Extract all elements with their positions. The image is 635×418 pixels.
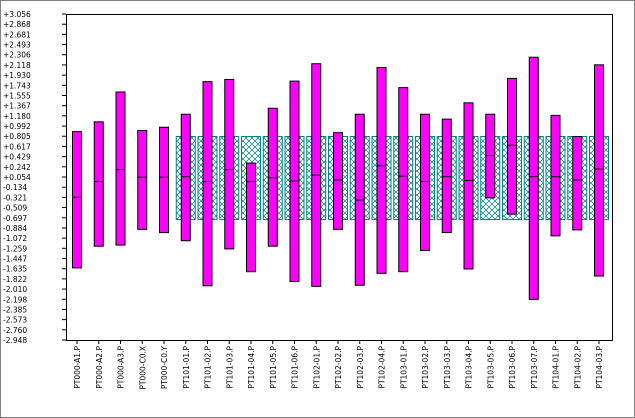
- x-axis: PT000-A1.P PT000-A2.P PT000-A3.P PT000-C0.X…: [73, 340, 604, 390]
- range-bar: [246, 162, 256, 273]
- x-tick-label: PT103-04.P: [465, 346, 474, 389]
- y-tick-label: +1.367: [3, 102, 31, 111]
- y-tick-label: -1.822: [3, 275, 27, 284]
- y-tick-label: +2.493: [3, 41, 31, 50]
- range-bar: [137, 130, 148, 230]
- y-tick-label: +0.992: [3, 122, 31, 131]
- range-bar: [159, 126, 169, 234]
- x-tick-label: PT104-02.P: [573, 346, 582, 389]
- y-tick-label: -1.635: [3, 265, 27, 274]
- range-bar: [180, 113, 191, 242]
- y-tick-label: -1.447: [3, 255, 27, 264]
- x-tick-label: PT102-02.P: [334, 346, 343, 389]
- x-tick-label: PT103-03.P: [443, 346, 452, 389]
- x-tick-label: PT000-A3.P: [117, 346, 126, 389]
- range-bar: [202, 81, 213, 287]
- y-tick-label: -2.010: [3, 285, 27, 294]
- y-tick-label: +1.930: [3, 71, 31, 80]
- x-tick-label: PT101-05.P: [269, 346, 278, 389]
- x-tick-label: PT000-A1.P: [73, 346, 82, 389]
- y-axis: +3.056+2.868+2.681 +2.493+2.306+2.118+1.9…: [3, 10, 66, 345]
- y-tick-label: -2.573: [3, 316, 27, 325]
- range-bar: [267, 107, 278, 247]
- y-tick-label: -2.198: [3, 295, 27, 304]
- range-bar: [420, 113, 430, 252]
- x-tick-label: PT103-06.P: [508, 346, 517, 389]
- x-tick-label: PT102-03.P: [356, 346, 365, 389]
- y-tick-label: +2.681: [3, 30, 31, 39]
- y-tick-label: -2.760: [3, 326, 27, 335]
- x-tick-label: PT000-A2.P: [95, 346, 104, 389]
- x-tick-label: PT000-C0.Y: [160, 346, 169, 390]
- y-tick-label: -0.134: [3, 183, 27, 192]
- x-tick-label: PT000-C0.X: [138, 346, 147, 390]
- range-bar: [115, 91, 126, 246]
- x-tick-label: PT101-03.P: [225, 346, 234, 389]
- range-bar: [594, 64, 604, 277]
- x-tick-label: PT104-01.P: [552, 346, 561, 389]
- x-tick-label: PT103-01.P: [399, 346, 408, 389]
- y-tick-label: +0.054: [3, 173, 31, 182]
- range-bar: [550, 114, 561, 237]
- y-tick-label: +2.868: [3, 20, 31, 29]
- range-bar: [72, 131, 82, 269]
- range-bar: [333, 132, 343, 230]
- y-tick-label: -2.385: [3, 305, 27, 314]
- range-bar: [507, 77, 517, 215]
- range-bar: [398, 87, 409, 273]
- range-bars: [72, 56, 604, 300]
- x-tick-label: PT101-04.P: [247, 346, 256, 389]
- x-tick-label: PT102-04.P: [378, 346, 387, 389]
- y-tick-label: +3.056: [3, 10, 31, 19]
- range-bar: [485, 113, 496, 199]
- y-tick-label: -0.509: [3, 204, 27, 213]
- y-tick-label: +1.555: [3, 92, 31, 101]
- x-tick-label: PT104-03.P: [595, 346, 604, 389]
- y-tick-label: -2.948: [3, 336, 27, 345]
- y-tick-label: +1.743: [3, 81, 31, 90]
- range-bar: [224, 78, 235, 250]
- x-tick-label: PT103-07.P: [530, 346, 539, 389]
- range-bar: [441, 118, 452, 234]
- range-bar: [93, 121, 104, 247]
- x-tick-label: PT101-01.P: [182, 346, 191, 389]
- y-tick-label: -0.697: [3, 214, 27, 223]
- x-tick-label: PT102-01.P: [312, 346, 321, 389]
- y-tick-label: -0.321: [3, 193, 27, 202]
- y-tick-label: +2.306: [3, 51, 31, 60]
- range-bar: [376, 67, 387, 274]
- x-tick-label: PT103-02.P: [421, 346, 430, 389]
- y-tick-label: +2.118: [3, 61, 31, 70]
- y-tick-label: -1.259: [3, 244, 27, 253]
- y-tick-label: -0.884: [3, 224, 27, 233]
- y-tick-label: +0.617: [3, 142, 31, 151]
- y-tick-label: -1.072: [3, 234, 27, 243]
- x-tick-label: PT103-05.P: [486, 346, 495, 389]
- range-bar: [463, 102, 474, 270]
- range-bar: [572, 135, 583, 231]
- y-tick-label: +0.242: [3, 163, 31, 172]
- y-tick-label: +1.180: [3, 112, 31, 121]
- x-tick-label: PT101-06.P: [291, 346, 300, 389]
- range-bar: [528, 56, 539, 300]
- x-tick-label: PT101-02.P: [204, 346, 213, 389]
- y-tick-label: +0.429: [3, 153, 31, 162]
- y-tick-label: +0.805: [3, 132, 31, 141]
